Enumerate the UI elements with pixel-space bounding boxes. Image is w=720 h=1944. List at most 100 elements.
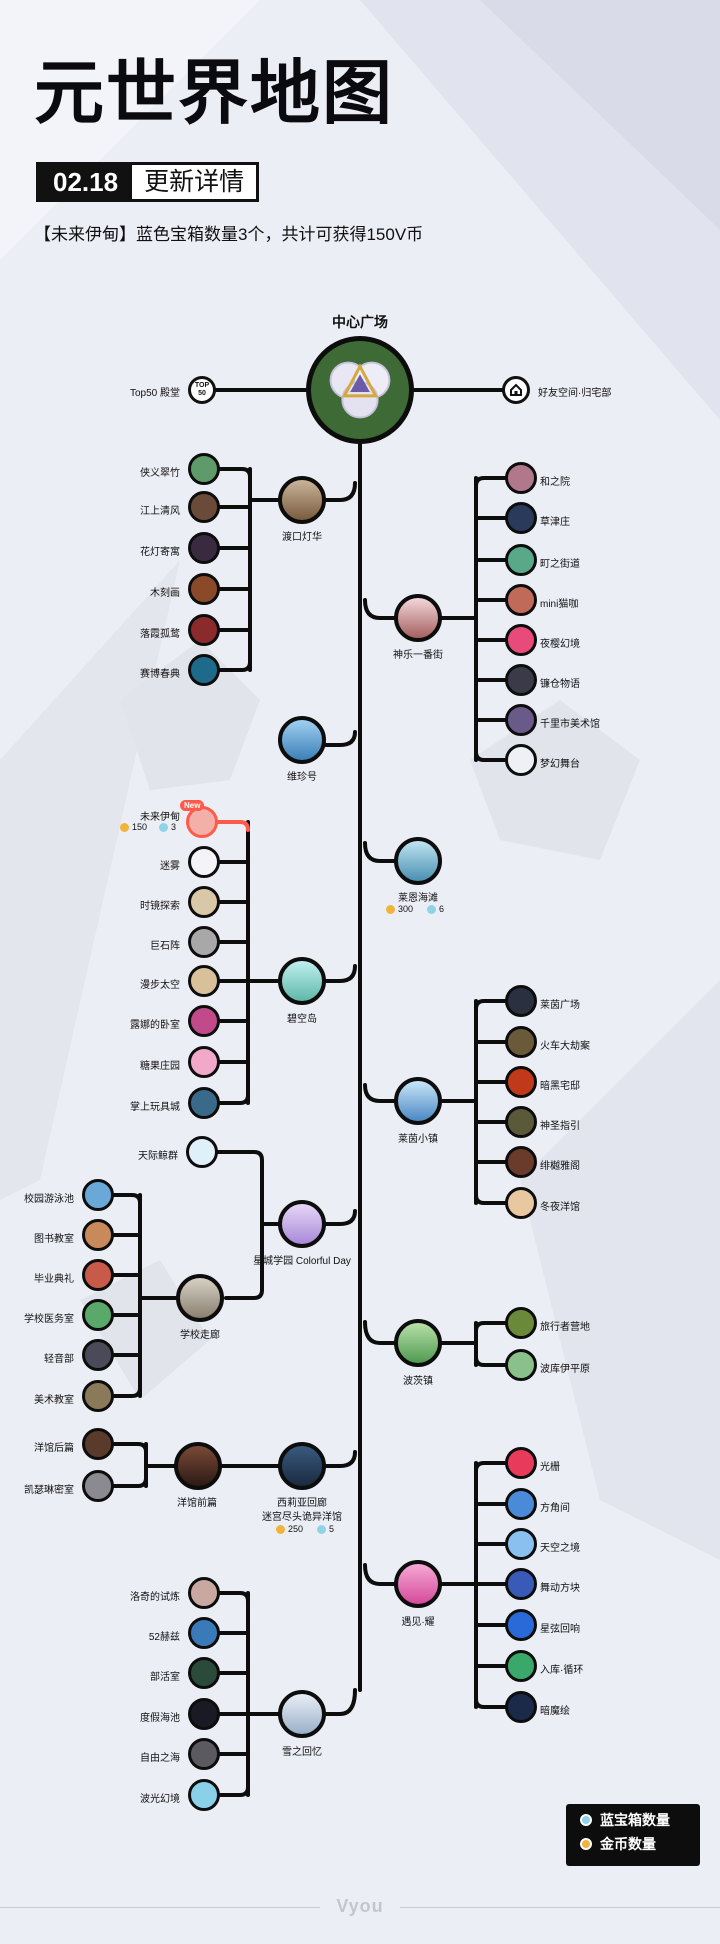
leaf-node[interactable] — [188, 1738, 220, 1770]
leaf-node[interactable] — [505, 1146, 537, 1178]
leaf-node[interactable] — [505, 1650, 537, 1682]
leaf-node[interactable] — [505, 744, 537, 776]
leaf-node[interactable] — [505, 502, 537, 534]
hub-label: 渡口灯华 — [282, 532, 322, 543]
leaf-label: 冬夜洋馆 — [540, 1202, 580, 1213]
hub-celia-corridor[interactable] — [278, 1442, 326, 1490]
hub-sky-island[interactable] — [278, 957, 326, 1005]
leaf-label: 毕业典礼 — [34, 1274, 74, 1285]
leaf-node[interactable] — [188, 453, 220, 485]
gold-coin-icon — [120, 822, 129, 832]
leaf-node[interactable] — [505, 985, 537, 1017]
legend-blue-label: 蓝宝箱数量 — [600, 1812, 670, 1828]
leaf-label: 赛博春典 — [140, 669, 180, 680]
leaf-node[interactable] — [505, 1691, 537, 1723]
hub-meet-yao[interactable] — [394, 1560, 442, 1608]
leaf-label: 天空之境 — [540, 1543, 580, 1554]
footer-line-right — [400, 1907, 720, 1908]
leaf-node[interactable] — [188, 1698, 220, 1730]
hub-botz-town[interactable] — [394, 1319, 442, 1367]
leaf-node[interactable] — [82, 1339, 114, 1371]
leaf-node[interactable] — [188, 532, 220, 564]
celia-rewards: 250 5 — [276, 1524, 334, 1534]
leaf-node[interactable] — [188, 1577, 220, 1609]
leaf-node[interactable] — [505, 1106, 537, 1138]
leaf-node[interactable] — [82, 1428, 114, 1460]
leaf-node[interactable] — [82, 1470, 114, 1502]
leaf-node[interactable] — [505, 1488, 537, 1520]
update-notice: 【未来伊甸】蓝色宝箱数量3个，共计可获得150V币 — [34, 225, 424, 244]
leaf-node[interactable] — [188, 1046, 220, 1078]
top50-hall-icon[interactable]: TOP 50 — [188, 376, 216, 404]
leaf-label: 侠义翠竹 — [140, 468, 180, 479]
leaf-label: 火车大劫案 — [540, 1041, 590, 1052]
leaf-label: 52赫兹 — [148, 1632, 180, 1643]
update-badge[interactable]: 02.18 更新详情 — [36, 162, 260, 202]
hub-kagura-street[interactable] — [394, 594, 442, 642]
leaf-node[interactable] — [188, 491, 220, 523]
leaf-label: 掌上玩具城 — [130, 1102, 180, 1113]
leaf-label: 光栅 — [540, 1462, 560, 1473]
leaf-node[interactable] — [505, 544, 537, 576]
leaf-node[interactable] — [188, 573, 220, 605]
leaf-node[interactable] — [82, 1299, 114, 1331]
leaf-label: 暗黑宅邸 — [540, 1081, 580, 1092]
leaf-label: 轻音部 — [44, 1354, 74, 1365]
leaf-node[interactable] — [188, 654, 220, 686]
leaf-node[interactable] — [188, 926, 220, 958]
hub-mansion-front[interactable] — [174, 1442, 222, 1490]
leaf-node[interactable] — [505, 1568, 537, 1600]
leaf-node[interactable] — [188, 1779, 220, 1811]
hub-school-corridor[interactable] — [176, 1274, 224, 1322]
leaf-node[interactable] — [505, 624, 537, 656]
leaf-node[interactable] — [188, 1005, 220, 1037]
future-eden-rewards: 150 3 — [120, 822, 176, 832]
leaf-node[interactable] — [505, 462, 537, 494]
leaf-node[interactable] — [82, 1179, 114, 1211]
leaf-node[interactable] — [186, 1136, 218, 1168]
leaf-node[interactable] — [505, 584, 537, 616]
blue-chest-icon — [159, 822, 169, 832]
leaf-label: 部活室 — [150, 1672, 180, 1683]
leaf-node[interactable] — [505, 1026, 537, 1058]
leaf-node[interactable] — [505, 1307, 537, 1339]
leaf-label: 绯樾雅阁 — [540, 1161, 580, 1172]
leaf-node[interactable] — [188, 965, 220, 997]
leaf-node[interactable] — [82, 1219, 114, 1251]
gold-coin-icon — [386, 904, 395, 914]
leaf-node[interactable] — [188, 1657, 220, 1689]
leaf-node[interactable] — [188, 886, 220, 918]
center-emblem-icon — [312, 342, 408, 438]
leaf-node[interactable] — [82, 1380, 114, 1412]
leaf-label: 夜樱幻境 — [540, 639, 580, 650]
leaf-node[interactable] — [505, 1528, 537, 1560]
leaf-node[interactable] — [82, 1259, 114, 1291]
leaf-label: 漫步太空 — [140, 980, 180, 991]
hub-virgin[interactable] — [278, 716, 326, 764]
leaf-label: 旅行者营地 — [540, 1322, 590, 1333]
leaf-node[interactable] — [188, 1617, 220, 1649]
center-plaza-node[interactable] — [306, 336, 414, 444]
leaf-node[interactable] — [505, 1609, 537, 1641]
leaf-node[interactable] — [188, 614, 220, 646]
leaf-node[interactable] — [505, 1187, 537, 1219]
leaf-node[interactable] — [505, 1066, 537, 1098]
footer-line-left — [0, 1907, 320, 1908]
leaf-label: 舞动方块 — [540, 1583, 580, 1594]
hub-rhine-town[interactable] — [394, 1077, 442, 1125]
hub-dukou-denghua[interactable] — [278, 476, 326, 524]
hub-lane-beach[interactable] — [394, 837, 442, 885]
leaf-node[interactable] — [505, 1447, 537, 1479]
leaf-node[interactable] — [505, 664, 537, 696]
hub-label: 雪之回忆 — [282, 1747, 322, 1758]
leaf-node[interactable] — [505, 704, 537, 736]
hub-snow-memory[interactable] — [278, 1690, 326, 1738]
new-badge: New — [180, 800, 205, 811]
leaf-node[interactable] — [505, 1349, 537, 1381]
leaf-node[interactable] — [188, 1087, 220, 1119]
leaf-node[interactable] — [188, 846, 220, 878]
leaf-label: 图书教室 — [34, 1234, 74, 1245]
friend-space-label: 好友空间·归宅部 — [538, 388, 612, 399]
hub-star-academy[interactable] — [278, 1200, 326, 1248]
friend-space-icon[interactable] — [502, 376, 530, 404]
